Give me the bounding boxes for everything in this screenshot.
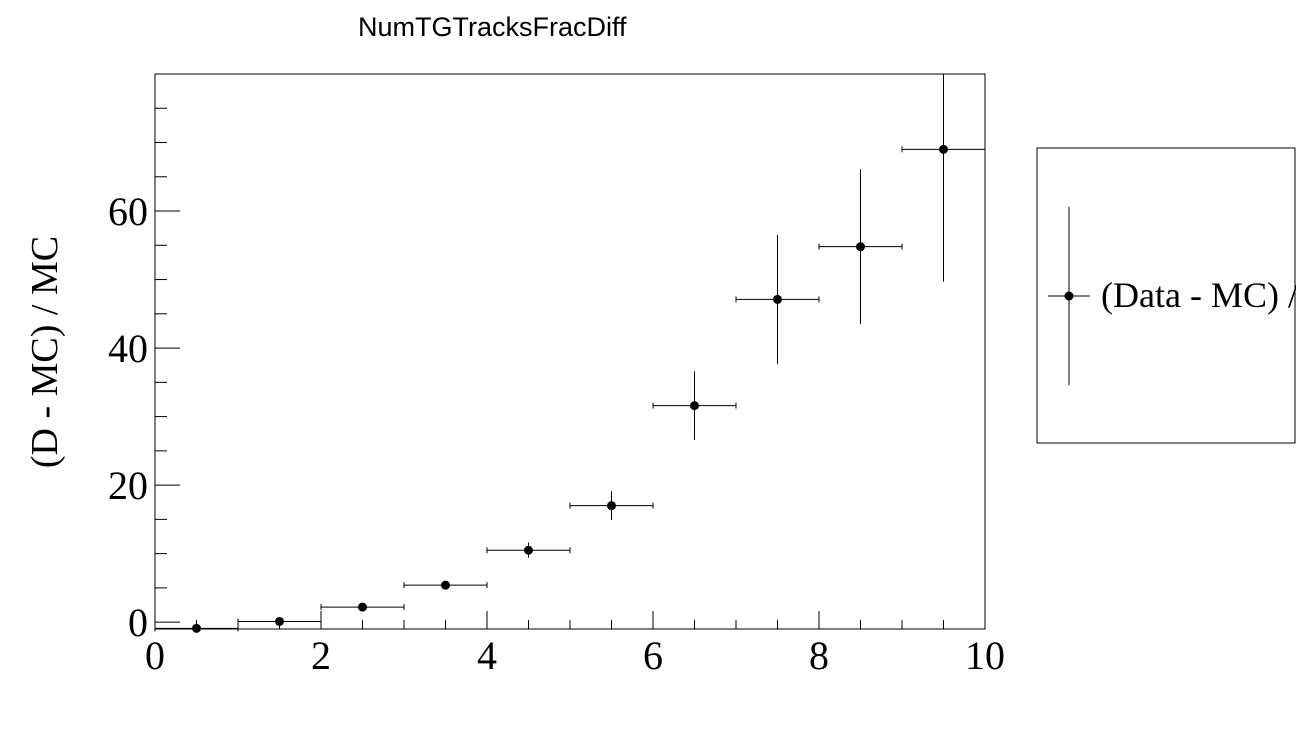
- marker: [607, 501, 616, 511]
- plot-frame: [154, 73, 986, 630]
- y-tick-label: 60: [108, 189, 148, 234]
- data-point: [154, 623, 239, 633]
- data-series: [154, 74, 986, 633]
- axes: 0 2 4 6 8 10 0 20 40 60: [108, 73, 1005, 678]
- data-point: [901, 74, 986, 282]
- legend-label: (Data - MC) /: [1101, 275, 1296, 315]
- data-point: [735, 235, 820, 364]
- legend-box: [1036, 147, 1296, 444]
- marker: [856, 242, 865, 252]
- data-point: [486, 542, 571, 558]
- data-point: [403, 580, 488, 590]
- x-tick-label: 4: [477, 633, 497, 678]
- y-axis-label: (D - MC) / MC: [24, 236, 66, 468]
- y-tick-label: 20: [108, 463, 148, 508]
- x-tick-label: 0: [145, 633, 165, 678]
- marker: [690, 401, 699, 411]
- marker: [441, 580, 450, 590]
- data-point: [652, 371, 737, 440]
- marker: [773, 294, 782, 304]
- data-point: [320, 602, 405, 612]
- marker: [275, 616, 284, 626]
- chart-title: NumTGTracksFracDiff: [358, 12, 627, 42]
- x-tick-label: 2: [311, 633, 331, 678]
- data-point: [237, 616, 322, 626]
- marker: [358, 602, 367, 612]
- legend-marker: [1048, 207, 1090, 385]
- x-tick-label: 8: [809, 633, 829, 678]
- x-tick-label: 10: [965, 633, 1005, 678]
- data-point: [818, 169, 903, 325]
- data-point: [569, 491, 654, 521]
- x-tick-label: 6: [643, 633, 663, 678]
- y-tick-label: 0: [128, 600, 148, 645]
- marker: [524, 545, 533, 555]
- y-tick-label: 40: [108, 326, 148, 371]
- marker: [939, 144, 948, 154]
- marker: [192, 623, 201, 633]
